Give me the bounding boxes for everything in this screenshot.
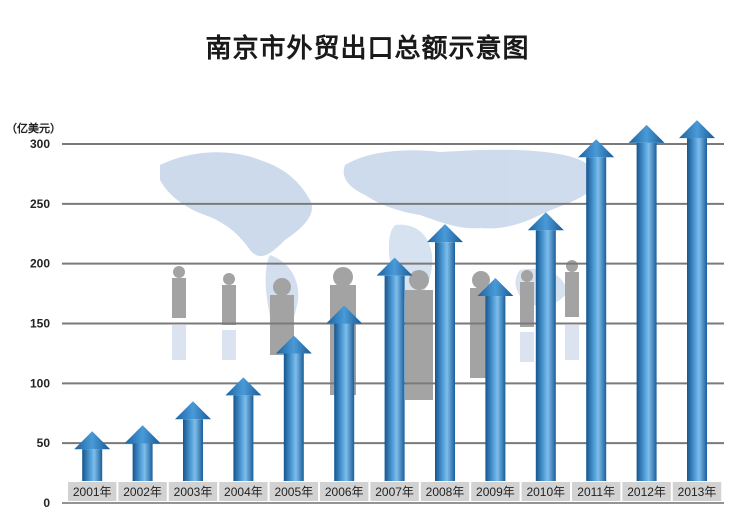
- y-tick-label: 200: [30, 257, 50, 271]
- bar: [485, 296, 506, 481]
- category-label-bg: [68, 482, 117, 501]
- bar: [283, 353, 304, 481]
- bar: [233, 395, 254, 481]
- y-tick-label: 100: [30, 376, 50, 390]
- bar-arrowhead: [225, 377, 262, 396]
- bar: [586, 157, 607, 482]
- category-label-bg: [168, 482, 218, 501]
- category-label-bg: [572, 482, 621, 501]
- category-label-bg: [269, 482, 318, 501]
- bar: [82, 449, 103, 481]
- category-label-bg: [118, 482, 167, 501]
- bar-arrowhead: [679, 120, 715, 139]
- chart-title: 南京市外贸出口总额示意图: [205, 34, 530, 64]
- bar-arrowhead: [376, 257, 413, 276]
- bar: [384, 275, 405, 481]
- x-tick-label: 2013年: [678, 485, 717, 499]
- x-tick-label: 2004年: [224, 485, 263, 499]
- x-tick-label: 2003年: [174, 485, 213, 499]
- y-tick-label: 250: [30, 197, 50, 211]
- y-tick-label: 300: [30, 137, 50, 151]
- x-tick-label: 2006年: [325, 485, 364, 499]
- bar: [183, 419, 203, 481]
- x-tick-label: 2009年: [476, 485, 515, 499]
- bar: [636, 142, 657, 481]
- bar-arrowhead: [628, 124, 665, 143]
- bar-arrowhead: [275, 335, 312, 354]
- x-tick-label: 2001年: [73, 485, 112, 499]
- category-label-bg: [370, 482, 419, 501]
- y-tick-label: 150: [30, 317, 50, 331]
- category-label-bg: [672, 482, 722, 501]
- bar-arrowhead: [124, 425, 161, 444]
- category-label-bg: [521, 482, 570, 501]
- bar: [435, 242, 455, 481]
- y-tick-label: 50: [37, 436, 51, 450]
- bar-arrowhead: [175, 401, 211, 420]
- category-label-bg: [420, 482, 470, 501]
- bar-arrowhead: [477, 278, 514, 297]
- x-tick-label: 2011年: [577, 485, 615, 499]
- x-tick-label: 2012年: [627, 485, 666, 499]
- bar: [334, 323, 355, 481]
- category-label-bg: [471, 482, 520, 501]
- x-tick-label: 2002年: [123, 485, 162, 499]
- x-axis-categories: 2001年 2002年 2003年 2004年 2005年 2006年 2007年 2008年…: [68, 482, 722, 501]
- bar-arrowhead: [527, 212, 564, 231]
- category-label-bg: [320, 482, 369, 501]
- x-tick-label: 2008年: [426, 485, 465, 499]
- bar-arrowhead: [74, 431, 111, 450]
- y-axis-ticks: 0 50 100 150 200 250 300: [30, 137, 50, 510]
- bar-arrowhead: [326, 305, 363, 324]
- bar: [535, 230, 556, 481]
- bar-arrowhead: [427, 224, 463, 243]
- y-tick-label: 0: [43, 496, 50, 510]
- category-label-bg: [622, 482, 671, 501]
- y-axis-unit-label: （亿美元）: [6, 121, 61, 135]
- x-tick-label: 2010年: [526, 485, 565, 499]
- x-tick-label: 2005年: [274, 485, 313, 499]
- bar: [687, 138, 707, 482]
- bar-series: [74, 120, 715, 482]
- bar-arrowhead: [578, 139, 615, 158]
- x-tick-label: 2007年: [375, 485, 414, 499]
- category-label-bg: [219, 482, 268, 501]
- bar: [132, 443, 153, 481]
